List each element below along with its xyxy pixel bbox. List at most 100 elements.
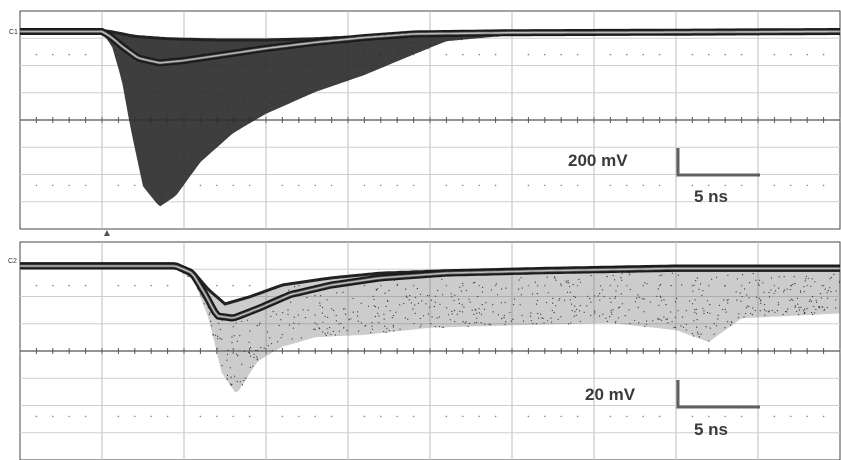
waveform-sample-point — [385, 305, 387, 307]
waveform-sample-point — [314, 314, 316, 316]
waveform-sample-point — [826, 292, 828, 294]
waveform-sample-point — [334, 49, 336, 51]
waveform-sample-point — [572, 284, 574, 286]
grid-dot — [658, 415, 661, 418]
waveform-sample-point — [806, 308, 808, 310]
waveform-sample-point — [603, 295, 605, 298]
grid-dot — [478, 184, 481, 187]
waveform-sample-point — [736, 299, 738, 301]
waveform-sample-point — [594, 310, 596, 312]
waveform-sample-point — [256, 358, 258, 360]
waveform-sample-point — [404, 317, 406, 319]
waveform-sample-point — [798, 314, 800, 316]
grid-dot — [494, 284, 497, 287]
grid-dot — [822, 284, 825, 287]
waveform-sample-point — [190, 155, 192, 158]
waveform-sample-point — [278, 82, 280, 84]
grid-dot — [363, 415, 366, 418]
waveform-sample-point — [334, 334, 336, 336]
waveform-sample-point — [217, 338, 219, 340]
waveform-sample-point — [778, 287, 780, 289]
waveform-sample-point — [614, 297, 616, 299]
waveform-sample-point — [790, 298, 792, 300]
waveform-sample-point — [328, 327, 331, 329]
waveform-sample-point — [535, 323, 538, 325]
waveform-sample-point — [420, 324, 422, 326]
waveform-sample-point — [532, 322, 534, 325]
waveform-sample-point — [376, 66, 379, 68]
waveform-sample-point — [395, 47, 397, 49]
waveform-sample-point — [220, 94, 222, 96]
waveform-sample-point — [638, 296, 640, 298]
grid-dot — [658, 284, 661, 287]
waveform-sample-point — [203, 303, 205, 305]
waveform-sample-point — [495, 283, 497, 285]
waveform-sample-point — [597, 295, 599, 297]
waveform-sample-point — [131, 112, 133, 114]
waveform-sample-point — [335, 320, 337, 322]
waveform-sample-point — [645, 323, 648, 325]
channel-1-horizontal-scale-label: 5 ns — [694, 187, 728, 206]
waveform-sample-point — [459, 310, 461, 312]
waveform-sample-point — [748, 297, 750, 299]
waveform-sample-point — [697, 333, 699, 335]
waveform-sample-point — [178, 157, 180, 159]
waveform-sample-point — [165, 96, 167, 98]
waveform-sample-point — [695, 308, 697, 310]
waveform-sample-point — [253, 356, 255, 358]
waveform-sample-point — [726, 299, 728, 301]
waveform-sample-point — [188, 139, 190, 141]
waveform-sample-point — [454, 320, 456, 323]
grid-dot — [298, 184, 300, 187]
waveform-sample-point — [277, 70, 280, 72]
waveform-sample-point — [773, 292, 775, 294]
waveform-sample-point — [265, 64, 267, 66]
grid-dot — [626, 284, 628, 287]
waveform-sample-point — [660, 296, 662, 298]
waveform-sample-point — [256, 356, 258, 358]
waveform-sample-point — [185, 79, 187, 81]
waveform-sample-point — [602, 313, 604, 315]
waveform-sample-point — [497, 314, 499, 316]
waveform-sample-point — [392, 324, 394, 327]
waveform-sample-point — [263, 347, 265, 349]
grid-dot — [790, 415, 792, 418]
waveform-sample-point — [488, 323, 490, 325]
waveform-sample-point — [792, 283, 794, 285]
waveform-sample-point — [358, 72, 360, 74]
waveform-sample-point — [657, 288, 659, 290]
waveform-sample-point — [794, 305, 796, 307]
grid-dot — [248, 415, 251, 418]
waveform-sample-point — [519, 304, 521, 306]
waveform-sample-point — [451, 313, 453, 315]
waveform-sample-point — [706, 311, 709, 314]
waveform-sample-point — [646, 283, 648, 285]
waveform-sample-point — [741, 274, 744, 276]
waveform-sample-point — [280, 337, 282, 339]
waveform-sample-point — [628, 309, 630, 311]
waveform-sample-point — [715, 276, 718, 278]
waveform-sample-point — [402, 51, 404, 54]
waveform-sample-point — [396, 51, 398, 54]
waveform-sample-point — [432, 39, 434, 41]
waveform-sample-point — [713, 333, 715, 335]
grid-dot — [527, 415, 530, 418]
grid-dot — [806, 284, 808, 287]
waveform-sample-point — [447, 314, 449, 316]
grid-dot — [708, 184, 710, 187]
waveform-sample-point — [703, 310, 705, 312]
waveform-sample-point — [759, 310, 761, 312]
grid-dot — [609, 184, 612, 187]
waveform-sample-point — [469, 301, 471, 303]
waveform-sample-point — [316, 71, 318, 74]
waveform-sample-point — [259, 322, 261, 324]
waveform-sample-point — [503, 317, 505, 319]
waveform-sample-point — [612, 309, 614, 311]
grid-dot — [740, 53, 743, 56]
waveform-sample-point — [409, 295, 411, 297]
waveform-sample-point — [575, 314, 577, 316]
grid-dot — [724, 53, 726, 56]
grid-dot — [544, 53, 546, 56]
waveform-sample-point — [656, 295, 658, 297]
waveform-sample-point — [210, 320, 212, 322]
